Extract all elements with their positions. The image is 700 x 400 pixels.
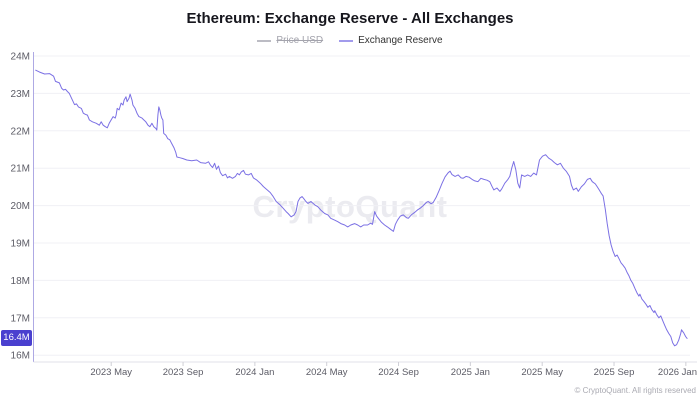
x-axis-tick-label: 2024 Sep [378,367,419,378]
x-axis-tick-label: 2023 Sep [163,367,204,378]
y-axis-tick-label: 18M [11,276,30,287]
y-axis-tick-label: 24M [11,52,30,63]
x-axis-tick-label: 2024 Jan [235,367,274,378]
x-axis-tick-label: 2025 Sep [594,367,635,378]
price-usd-line-swatch-icon [257,39,272,42]
y-axis-tick-label: 23M [11,89,30,100]
y-axis-tick-label: 22M [11,126,30,137]
x-axis-tick-label: 2025 May [521,367,563,378]
y-axis-tick-label: 21M [11,164,30,175]
y-axis-tick-label: 16M [11,351,30,362]
exchange-reserve-series-line [35,69,688,347]
x-axis-tick-label: 2026 Jan [658,367,697,378]
chart-title: Ethereum: Exchange Reserve - All Exchang… [186,10,514,27]
copyright-notice: © CryptoQuant. All rights reserved [574,386,697,395]
y-axis-tick-label: 19M [11,239,30,250]
legend-label-price-usd: Price USD [276,35,324,46]
exchange-reserve-line-swatch-icon [339,39,354,42]
x-axis-tick-label: 2023 May [90,367,132,378]
chart-legend: Price USD Exchange Reserve [0,35,700,46]
y-axis-tick-label: 20M [11,201,30,212]
x-axis-tick-label: 2025 Jan [451,367,490,378]
y-axis-tick-label: 17M [11,313,30,324]
legend-item-exchange-reserve[interactable]: Exchange Reserve [339,35,443,46]
last-value-badge: 16.4M [1,330,32,347]
legend-label-exchange-reserve: Exchange Reserve [358,35,443,46]
legend-item-price-usd[interactable]: Price USD [257,35,323,46]
x-axis-tick-label: 2024 May [306,367,348,378]
